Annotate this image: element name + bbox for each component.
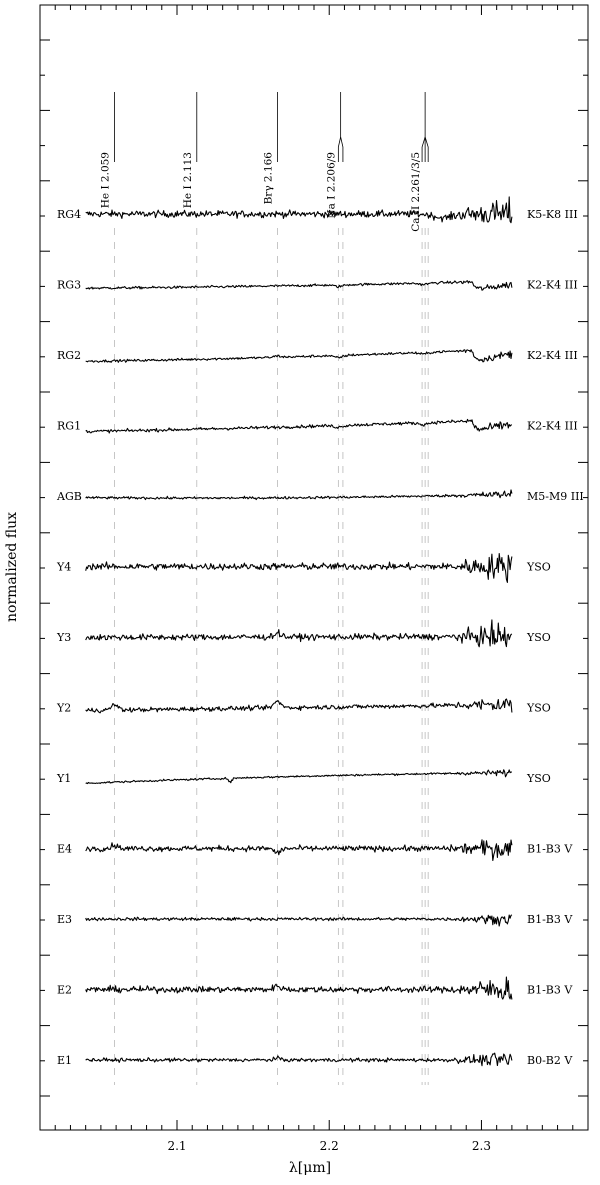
series-name-label: Y4 [56,561,71,574]
line-marker-branch [340,136,344,162]
series-type-label: B0-B2 V [527,1054,573,1067]
spectrum-y2 [85,698,513,714]
series-name-label: AGB [56,490,82,503]
line-marker-branch [337,136,342,162]
series-name-label: RG3 [57,279,81,292]
series-name-label: RG4 [57,208,81,221]
line-marker-label: He I 2.059 [100,152,112,208]
spectrum-e2 [85,976,513,1000]
spectrum-rg4 [85,196,513,224]
spectrum-y3 [85,619,513,648]
series-type-label: B1-B3 V [527,843,573,856]
x-tick-labels: 2.1 2.2 2.3 [167,1139,491,1153]
series-name-label: E2 [57,984,72,997]
series-labels: RG4 K5-K8 III RG3 K2-K4 III RG2 K2-K4 III RG1 K… [56,208,584,1067]
line-marker-label: Ca II 2.261/3/5 [410,152,422,232]
spectrum-e4 [85,839,513,862]
series-name-label: RG1 [57,420,81,433]
series-type-label: YSO [526,772,551,785]
spectrum-e3 [85,914,513,927]
x-tick-label: 2.2 [320,1139,339,1153]
series-type-label: B1-B3 V [527,984,573,997]
series-type-label: B1-B3 V [527,913,573,926]
series-type-label: K2-K4 III [527,279,578,292]
series-type-label: YSO [526,702,551,715]
spectrum-rg1 [85,418,513,434]
spectra-series [85,196,513,1067]
series-type-label: M5-M9 III [527,490,584,503]
line-marker-label: Brγ 2.166 [262,152,274,205]
x-tick-label: 2.1 [167,1139,186,1153]
series-name-label: RG2 [57,349,81,362]
series-name-label: E3 [57,913,72,926]
series-type-label: YSO [526,561,551,574]
series-type-label: K5-K8 III [527,208,578,221]
spectrum-y4 [85,553,513,583]
line-marker-label: He I 2.113 [182,152,194,208]
line-marker-branch [421,136,426,162]
x-axis-title: λ[μm] [289,1160,331,1176]
spectrum-y1 [85,769,512,785]
series-name-label: Y1 [56,772,71,785]
x-tick-label: 2.3 [472,1139,491,1153]
series-name-label: Y2 [56,702,71,715]
line-marker-label: Na I 2.206/9 [326,152,338,219]
spectrum-e1 [85,1052,513,1067]
series-name-label: E1 [57,1054,72,1067]
series-type-label: K2-K4 III [527,349,578,362]
series-name-label: E4 [57,843,72,856]
series-type-label: K2-K4 III [527,420,578,433]
line-marker-branch [424,136,429,162]
spectrum-rg3 [85,280,513,291]
axis-ticks [40,5,588,1130]
series-type-label: YSO [526,631,551,644]
spectrum-agb [85,489,513,501]
line-guides [114,228,429,1085]
spectrum-rg2 [85,349,513,363]
series-name-label: Y3 [56,631,71,644]
y-axis-title: normalized flux [4,512,20,622]
